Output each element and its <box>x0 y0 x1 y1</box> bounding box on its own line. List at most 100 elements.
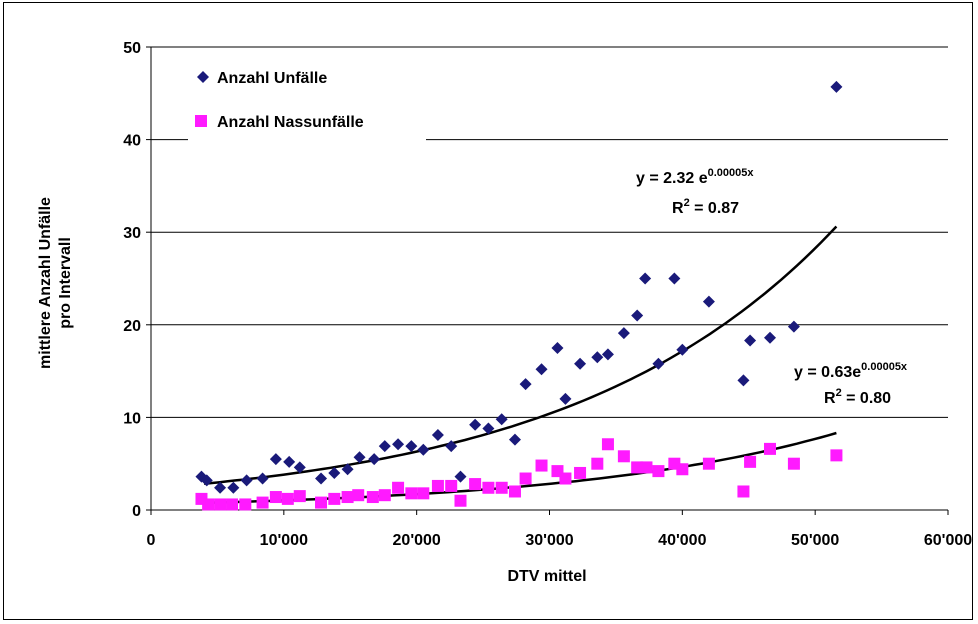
point-s1-4 <box>239 498 252 511</box>
x-tick-label-5: 50'000 <box>791 532 839 549</box>
point-s0-22 <box>482 422 495 435</box>
point-s0-24 <box>508 433 521 446</box>
point-s1-10 <box>328 492 341 505</box>
point-s0-34 <box>639 272 652 285</box>
y-tick-label-3: 30 <box>123 225 141 242</box>
point-s1-35 <box>652 465 665 478</box>
x-tick-label-1: 10'000 <box>260 532 308 549</box>
y-tick-label-1: 10 <box>123 410 141 427</box>
tick-labels: 0 10 20 30 40 50 0 10'000 20'000 30'000 40'000 50'0… <box>123 40 972 549</box>
point-s1-20 <box>454 494 467 507</box>
point-s1-31 <box>601 438 614 451</box>
point-s1-42 <box>787 457 800 470</box>
point-s1-40 <box>744 455 757 468</box>
y-tick-label-2: 20 <box>123 318 141 335</box>
point-s0-3 <box>227 481 240 494</box>
point-s0-29 <box>574 357 587 370</box>
point-s1-29 <box>574 466 587 479</box>
point-s1-11 <box>341 491 354 504</box>
point-s1-15 <box>392 481 405 494</box>
point-s1-13 <box>366 491 379 504</box>
point-s1-24 <box>508 485 521 498</box>
x-tick-label-3: 30'000 <box>525 532 573 549</box>
legend-marker-diamond <box>197 71 209 83</box>
point-s0-10 <box>328 466 341 479</box>
legend: Anzahl Unfälle Anzahl Nassunfälle <box>188 57 426 141</box>
trendline-series-0 <box>203 225 838 486</box>
point-s0-1 <box>200 474 213 487</box>
y-tick-label-4: 40 <box>123 133 141 150</box>
point-s0-32 <box>617 327 630 340</box>
y-axis-title: mittlere Anzahl Unfälle pro Intervall <box>37 197 74 369</box>
trendline-equation-2: y = 0.63e0.00005x R2 = 0.80 <box>794 361 908 407</box>
point-s1-39 <box>737 485 750 498</box>
point-s0-21 <box>469 418 482 431</box>
point-s0-7 <box>283 455 296 468</box>
point-s1-26 <box>535 459 548 472</box>
equation-1-text: y = 2.32 e <box>636 170 708 187</box>
point-s1-1 <box>202 498 215 511</box>
svg-text:R2 = 0.87: R2 = 0.87 <box>672 197 739 217</box>
point-s0-15 <box>392 438 405 451</box>
point-s0-20 <box>454 470 467 483</box>
point-s1-7 <box>281 492 294 505</box>
point-s1-34 <box>640 461 653 474</box>
point-s0-6 <box>269 453 282 466</box>
legend-background <box>188 57 426 141</box>
legend-marker-square <box>195 115 207 127</box>
r2-2-value: = 0.80 <box>842 390 891 407</box>
point-s1-8 <box>293 490 306 503</box>
svg-text:R2 = 0.80: R2 = 0.80 <box>824 387 891 407</box>
legend-label-unfaelle: Anzahl Unfälle <box>217 70 327 87</box>
point-s1-14 <box>378 489 391 502</box>
x-tick-label-6: 60'000 <box>924 532 972 549</box>
point-s0-9 <box>315 472 328 485</box>
point-s1-3 <box>226 498 239 511</box>
point-s1-9 <box>315 496 328 509</box>
y-axis-title-line-1: mittlere Anzahl Unfälle <box>37 197 54 369</box>
x-tick-label-0: 0 <box>147 532 156 549</box>
point-s1-18 <box>431 479 444 492</box>
point-s0-13 <box>368 453 381 466</box>
x-tick-label-2: 20'000 <box>393 532 441 549</box>
point-s0-2 <box>214 481 227 494</box>
point-s0-27 <box>551 341 564 354</box>
legend-label-nassunfaelle: Anzahl Nassunfälle <box>217 114 364 131</box>
chart-frame: 0 10 20 30 40 50 0 10'000 20'000 30'000 40'000 50'0… <box>3 2 973 620</box>
point-s1-30 <box>591 457 604 470</box>
trendlines <box>203 225 838 505</box>
point-s0-28 <box>559 392 572 405</box>
equation-2-exponent: 0.00005x <box>861 361 908 373</box>
point-s1-38 <box>702 457 715 470</box>
point-s1-32 <box>617 450 630 463</box>
x-tick-label-4: 40'000 <box>658 532 706 549</box>
point-s0-26 <box>535 363 548 376</box>
point-s1-21 <box>469 478 482 491</box>
point-s0-5 <box>256 472 269 485</box>
point-s1-12 <box>352 489 365 502</box>
point-s0-38 <box>702 295 715 308</box>
point-s0-16 <box>405 440 418 453</box>
point-s1-25 <box>519 472 532 485</box>
point-s1-23 <box>495 481 508 494</box>
point-s0-36 <box>668 272 681 285</box>
point-s0-25 <box>519 378 532 391</box>
point-s0-33 <box>631 309 644 322</box>
trendline-equation-1: y = 2.32 e0.00005x R2 = 0.87 <box>636 167 754 217</box>
point-s1-43 <box>830 449 843 462</box>
r2-1-value: = 0.87 <box>690 200 739 217</box>
point-s0-12 <box>353 451 366 464</box>
y-tick-label-5: 50 <box>123 40 141 57</box>
axes <box>146 46 949 515</box>
y-tick-label-0: 0 <box>132 503 141 520</box>
equation-2-text: y = 0.63e <box>794 364 861 381</box>
point-s1-41 <box>764 442 777 455</box>
point-s0-8 <box>293 461 306 474</box>
scatter-chart: 0 10 20 30 40 50 0 10'000 20'000 30'000 40'000 50'0… <box>37 40 972 585</box>
y-axis-title-line-2: pro Intervall <box>57 237 74 329</box>
point-s0-31 <box>601 348 614 361</box>
point-s0-41 <box>764 331 777 344</box>
point-s1-19 <box>445 479 458 492</box>
point-s1-5 <box>256 496 269 509</box>
point-s1-22 <box>482 481 495 494</box>
